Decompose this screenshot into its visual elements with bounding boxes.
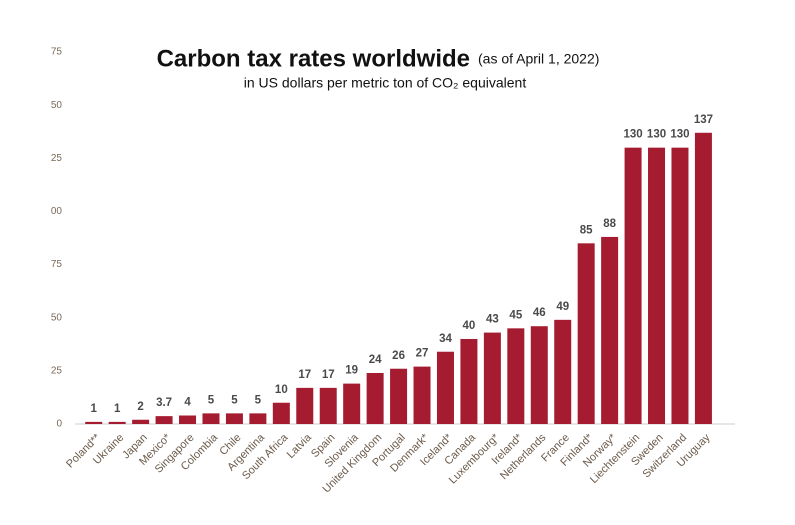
- chart-subtitle: in US dollars per metric ton of CO₂ equi…: [244, 75, 527, 91]
- value-label: 45: [509, 309, 522, 321]
- value-label: 1: [114, 403, 121, 415]
- value-label: 5: [231, 394, 238, 406]
- value-label: 5: [208, 394, 215, 406]
- bar: [132, 419, 150, 424]
- bar: [671, 147, 689, 424]
- bar: [601, 236, 619, 424]
- value-label: 85: [580, 224, 593, 236]
- bar: [507, 328, 525, 424]
- y-tick-label: 25: [51, 365, 63, 376]
- value-label: 17: [298, 369, 311, 381]
- bar: [179, 415, 197, 424]
- bar: [366, 372, 384, 424]
- bar: [624, 147, 642, 424]
- value-label: 27: [416, 348, 429, 360]
- y-tick-label: 00: [51, 206, 63, 217]
- value-label: 26: [392, 350, 405, 362]
- value-label: 130: [623, 129, 642, 141]
- value-label: 34: [439, 333, 452, 345]
- bar: [694, 132, 712, 424]
- value-label: 10: [275, 384, 288, 396]
- value-label: 88: [603, 218, 616, 230]
- bar: [460, 338, 478, 424]
- value-label: 43: [486, 314, 499, 326]
- value-label: 130: [647, 129, 666, 141]
- y-tick-label: 50: [51, 100, 63, 111]
- bar: [483, 332, 501, 424]
- value-label: 49: [556, 301, 569, 313]
- bar: [436, 351, 454, 424]
- bar: [648, 147, 666, 424]
- y-tick-label: 25: [51, 153, 63, 164]
- bar: [225, 413, 243, 424]
- value-label: 24: [369, 354, 382, 366]
- value-label: 1: [91, 403, 98, 415]
- value-label: 130: [670, 129, 689, 141]
- bar: [155, 416, 173, 424]
- value-label: 5: [255, 394, 262, 406]
- bar: [413, 366, 431, 424]
- bar: [554, 319, 572, 424]
- bar: [202, 413, 220, 424]
- bar: [343, 383, 361, 424]
- bar: [272, 402, 290, 424]
- value-label: 17: [322, 369, 335, 381]
- value-label: 137: [694, 114, 713, 126]
- bar: [85, 421, 103, 424]
- bar: [296, 387, 314, 424]
- bar: [249, 413, 267, 424]
- bar: [390, 368, 408, 424]
- y-tick-label: 0: [56, 419, 62, 430]
- bar: [108, 421, 126, 424]
- y-tick-label: 50: [51, 312, 63, 323]
- value-label: 3.7: [156, 397, 172, 409]
- bar: [577, 243, 595, 424]
- value-label: 19: [345, 365, 358, 377]
- y-tick-label: 75: [51, 259, 63, 270]
- y-tick-label: 75: [51, 47, 63, 58]
- chart-title: Carbon tax rates worldwide: [157, 45, 470, 72]
- value-label: 46: [533, 307, 546, 319]
- value-label: 40: [463, 320, 476, 332]
- title-note: (as of April 1, 2022): [478, 51, 599, 67]
- bar: [530, 326, 548, 424]
- bar: [319, 387, 337, 424]
- value-label: 2: [137, 401, 143, 413]
- value-label: 4: [184, 397, 191, 409]
- x-tick-label: Latvia: [285, 431, 315, 461]
